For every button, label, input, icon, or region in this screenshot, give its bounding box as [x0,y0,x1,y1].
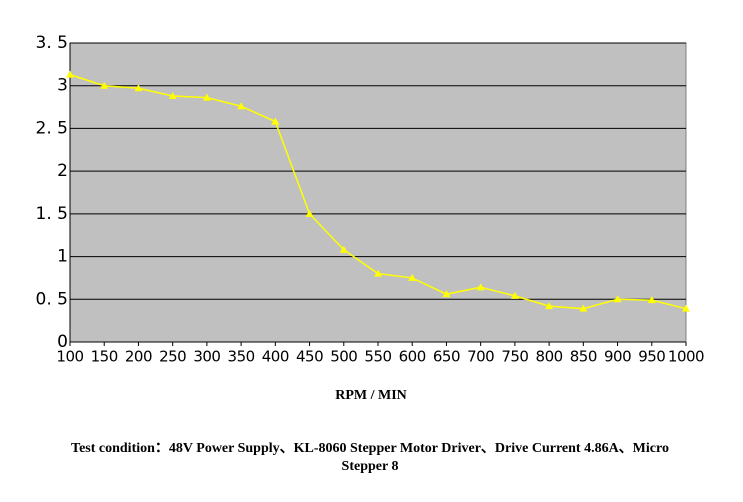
data-marker [442,290,451,298]
x-tick-label: 900 [604,348,631,366]
data-marker [510,291,519,299]
x-tick-label: 300 [193,348,220,366]
x-tick-label: 100 [56,348,83,366]
y-tick-label: 0 [57,332,68,352]
x-tick-label: 800 [536,348,563,366]
x-tick-label: 350 [228,348,255,366]
x-tick-label: 950 [638,348,665,366]
x-tick-label: 850 [570,348,597,366]
x-tick-label: 150 [91,348,118,366]
x-tick-label: 750 [501,348,528,366]
x-tick-label: 450 [296,348,323,366]
data-marker [134,84,143,92]
x-tick-label: 400 [262,348,289,366]
x-tick-label: 700 [467,348,494,366]
plot-area [69,42,687,343]
data-marker [579,304,588,312]
data-marker [682,304,690,312]
y-tick-label: 3 [57,76,68,96]
x-axis-label: RPM / MIN [335,388,407,403]
x-tick-label: 650 [433,348,460,366]
x-tick-label: 1000 [668,348,704,366]
y-tick-label: 1. 5 [36,204,68,224]
data-marker [237,102,246,110]
x-tick-label: 550 [364,348,391,366]
data-marker [647,296,656,304]
data-marker [271,117,280,125]
x-tick-label: 250 [159,348,186,366]
data-marker [66,70,74,78]
data-marker [339,245,348,253]
x-tick-label: 500 [330,348,357,366]
test-condition-note: Test condition：48V Power Supply、KL-8060 … [71,441,669,474]
y-tick-label: 2. 5 [36,118,68,138]
data-marker [100,81,109,89]
data-marker [545,302,554,310]
data-marker [168,91,177,99]
x-tick-label: 600 [399,348,426,366]
y-tick-label: 2 [57,161,68,181]
data-marker [613,295,622,303]
data-marker [202,93,211,101]
y-tick-label: 0. 5 [36,289,68,309]
x-tick-label: 200 [125,348,152,366]
y-tick-label: 1 [57,247,68,267]
y-tick-label: 3. 5 [36,33,68,53]
data-marker [476,283,485,291]
data-marker [305,209,314,217]
data-marker [374,269,382,277]
data-marker [408,273,417,281]
